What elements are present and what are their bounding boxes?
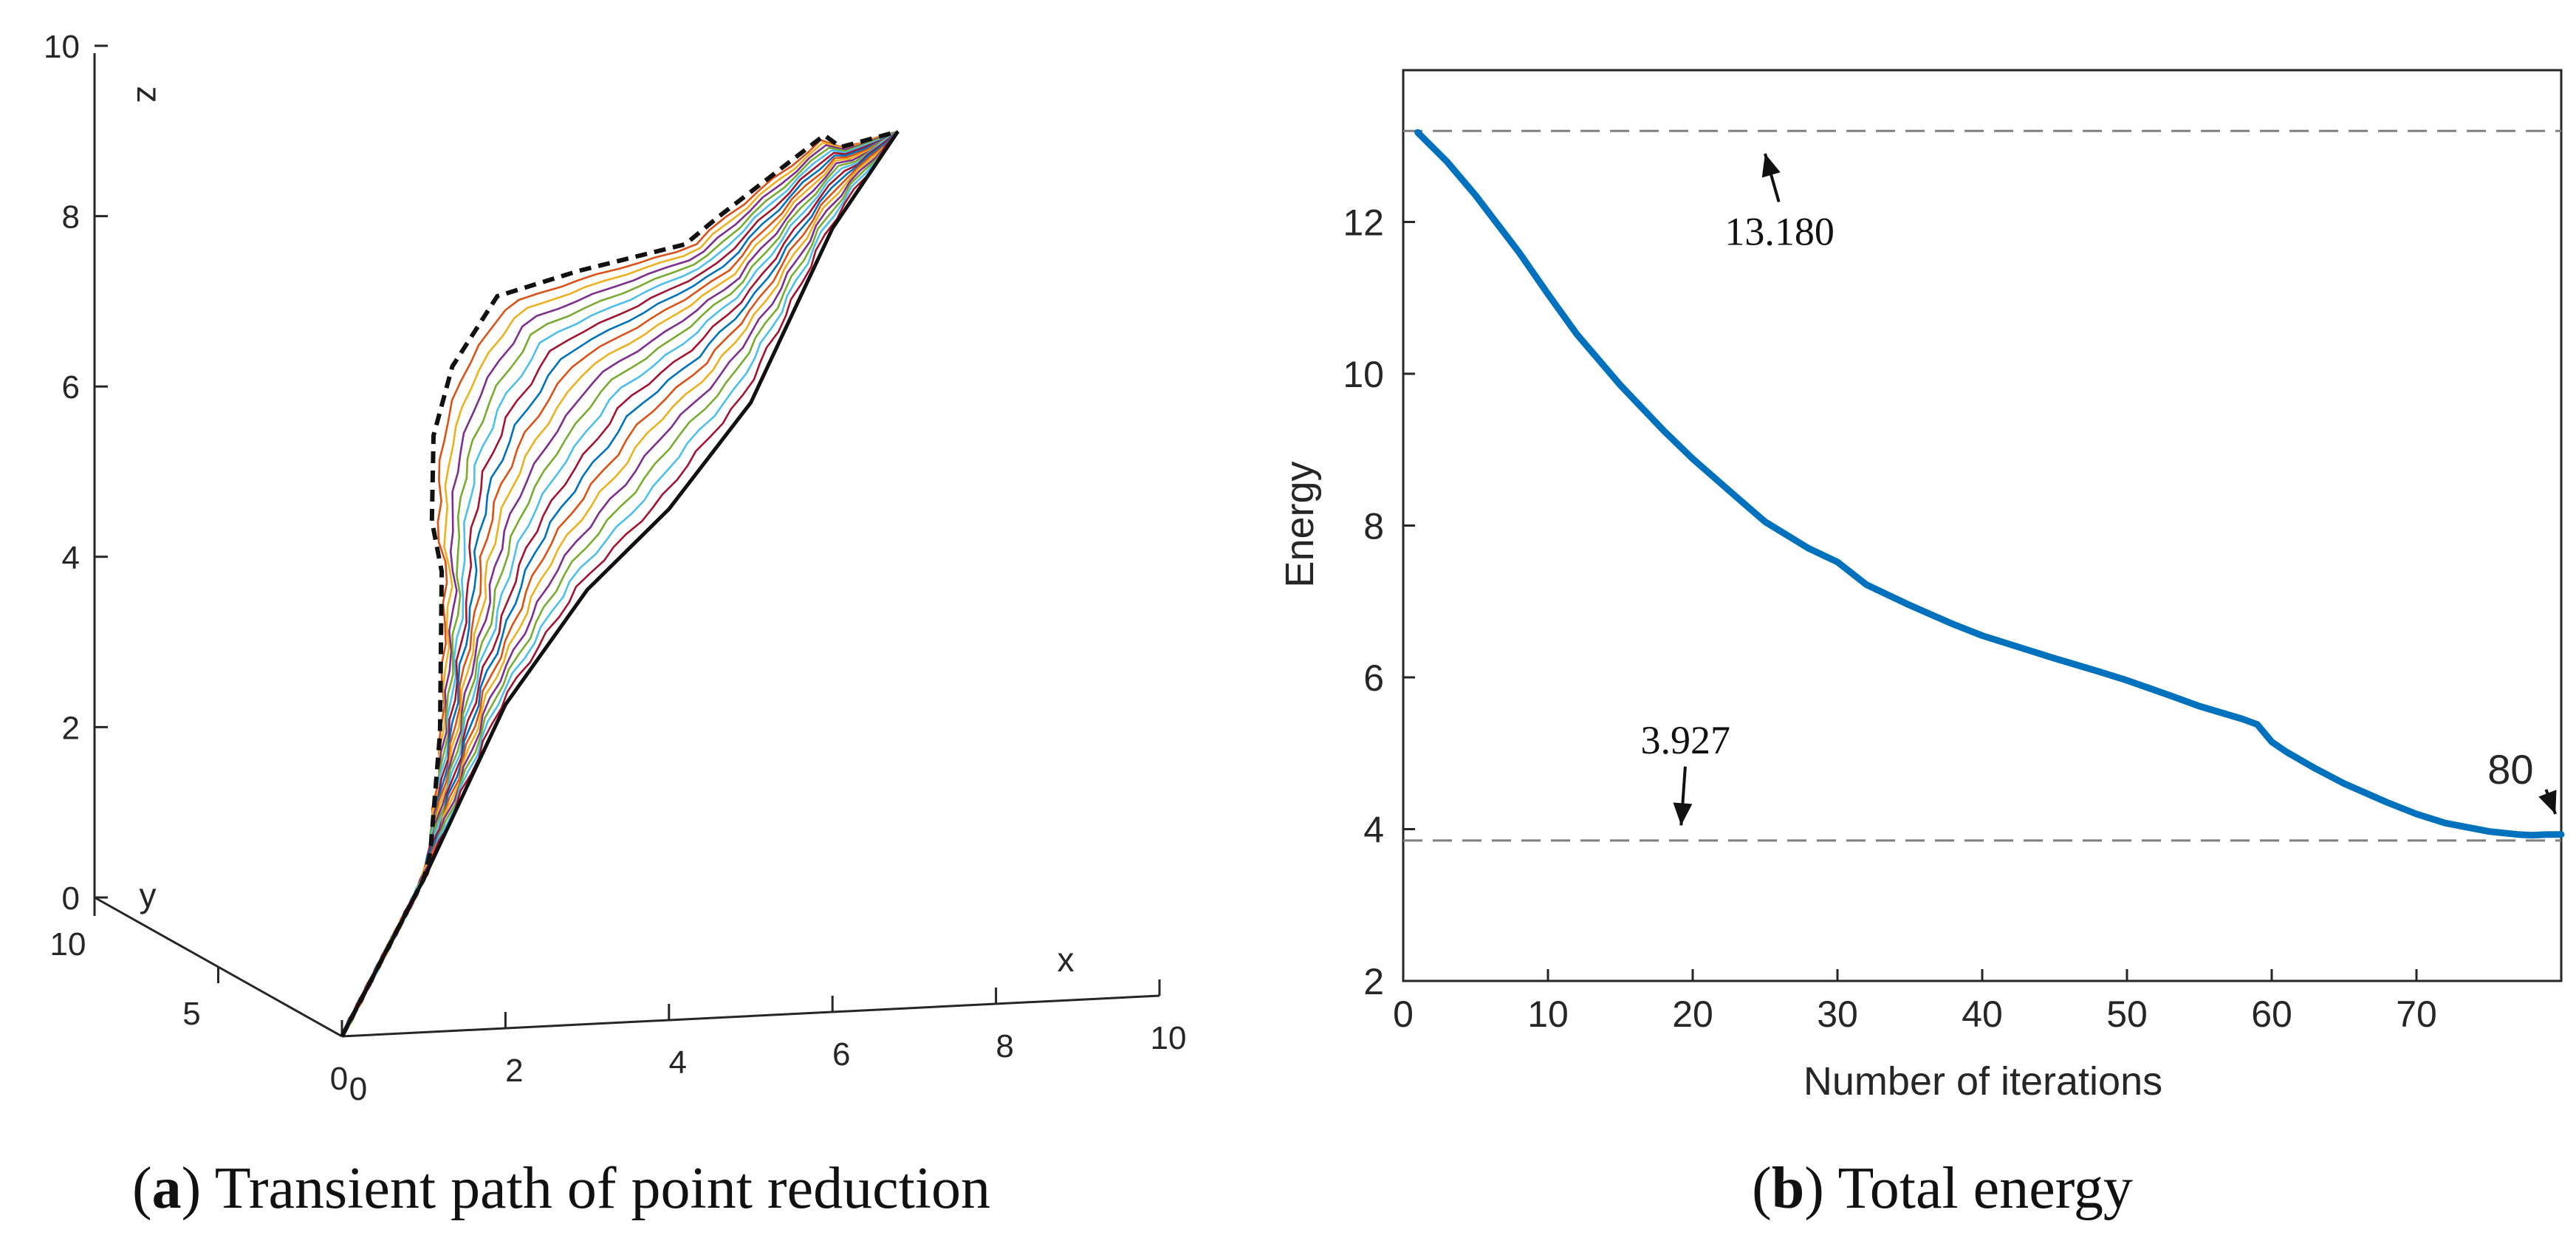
panel-a-chart: 0 2 4 6 8 10 0 2 4 6 8 10 0 5 10 z x y [44,29,1186,1107]
x-tick-label: 70 [2396,994,2437,1035]
x-tick-label: 2 [505,1053,523,1089]
panel-b-caption-text: Total energy [1837,1156,2132,1221]
y-axis-label: y [140,876,157,914]
annotation-arrowhead [2538,790,2557,814]
z-tick-label: 10 [44,29,80,65]
y-tick-label: 2 [1363,961,1384,1002]
x-tick-label: 6 [832,1036,850,1073]
panel-a-caption-text: Transient path of point reduction [215,1156,990,1221]
y-tick-label: 8 [1363,506,1384,547]
panel-b-chart: 2 4 6 8 10 12 0 10 20 30 40 50 60 70 13.180 3.927 80 E… [1278,69,2565,1104]
x-tick-label: 10 [1527,994,1569,1035]
annotation-label: 80 [2487,746,2533,793]
x-axis-label: Number of iterations [1803,1059,2162,1104]
panel-a-letter: a [152,1156,182,1221]
y-tick-label: 12 [1343,202,1384,244]
x-tick-label: 40 [1962,994,2003,1035]
z-axis-label: z [130,86,168,103]
annotation-label: 13.180 [1724,209,1835,253]
energy-series-line [1414,129,2565,839]
x-tick-label: 20 [1672,994,1713,1035]
x-axis-label: x [1058,940,1075,979]
initial-path [340,129,899,1038]
x-axis [341,994,1160,1038]
final-path [340,130,900,1038]
z-tick-label: 6 [62,369,80,406]
x-tick-label: 0 [330,1061,348,1097]
z-tick-label: 0 [62,880,80,917]
y-tick-label: 4 [1363,810,1384,851]
x-tick-label: 50 [2106,994,2148,1035]
panel-b-letter: b [1772,1156,1805,1221]
y-tick-label: 5 [182,996,200,1032]
x-tick-label: 30 [1817,994,1858,1035]
annotation-arrowhead [1761,154,1781,178]
x-tick-label: 10 [1151,1020,1187,1056]
panel-a-caption: (a) Transient path of point reduction [132,1156,990,1221]
y-tick-label: 10 [50,926,86,962]
plot-area-frame [1402,69,2563,982]
annotation-label: 3.927 [1640,718,1730,762]
annotation-arrowhead [1673,802,1693,826]
x-tick-label: 60 [2251,994,2292,1035]
x-tick-label: 0 [1393,994,1414,1035]
y-tick-label: 10 [1343,354,1384,395]
z-tick-label: 2 [62,710,80,746]
x-tick-label: 8 [996,1028,1013,1064]
y-tick-label: 6 [1363,657,1384,699]
y-tick-label: 0 [349,1071,367,1107]
z-tick-label: 8 [62,199,80,236]
y-axis-label: Energy [1278,461,1322,587]
panel-b-caption: (b) Total energy [1752,1156,2133,1221]
z-tick-label: 4 [62,540,80,576]
x-tick-label: 4 [669,1044,687,1081]
